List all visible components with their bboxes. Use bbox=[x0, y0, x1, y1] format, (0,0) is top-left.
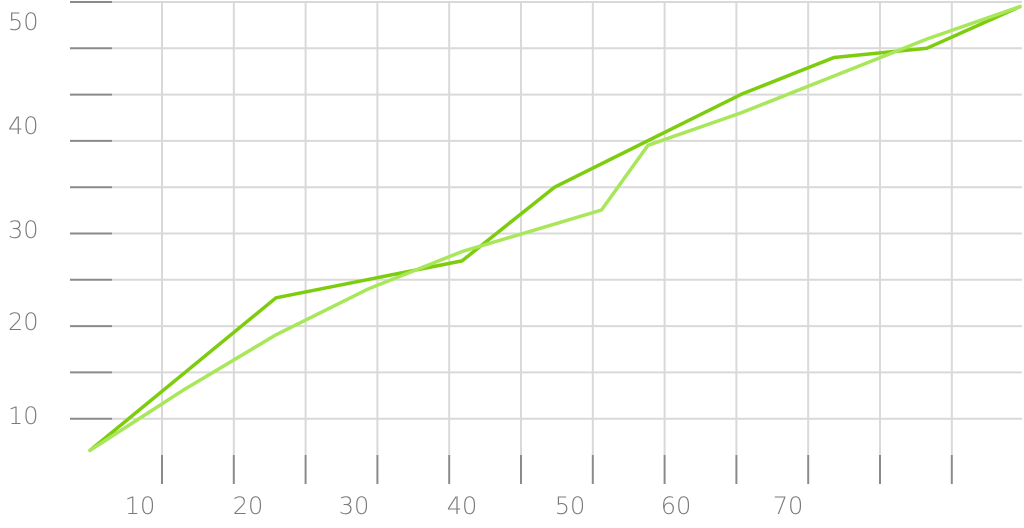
x-tick-label: 60 bbox=[661, 492, 692, 520]
series-line-2 bbox=[88, 4, 1022, 453]
grid bbox=[112, 1, 1022, 455]
series-line-1 bbox=[88, 4, 1022, 453]
y-axis: 10 20 30 40 50 bbox=[8, 1, 112, 430]
x-tick-label: 40 bbox=[447, 492, 478, 520]
x-axis: 10 20 30 40 50 60 70 bbox=[125, 455, 953, 520]
x-tick-label: 20 bbox=[233, 492, 264, 520]
y-tick-label: 20 bbox=[8, 308, 39, 336]
x-tick-label: 30 bbox=[339, 492, 370, 520]
y-tick-label: 30 bbox=[8, 216, 39, 244]
series-group bbox=[88, 4, 1022, 453]
x-tick-label: 70 bbox=[773, 492, 804, 520]
x-tick-label: 50 bbox=[555, 492, 586, 520]
y-tick-label: 50 bbox=[8, 8, 39, 36]
y-tick-label: 40 bbox=[8, 112, 39, 140]
y-tick-label: 10 bbox=[8, 402, 39, 430]
x-tick-label: 10 bbox=[125, 492, 156, 520]
